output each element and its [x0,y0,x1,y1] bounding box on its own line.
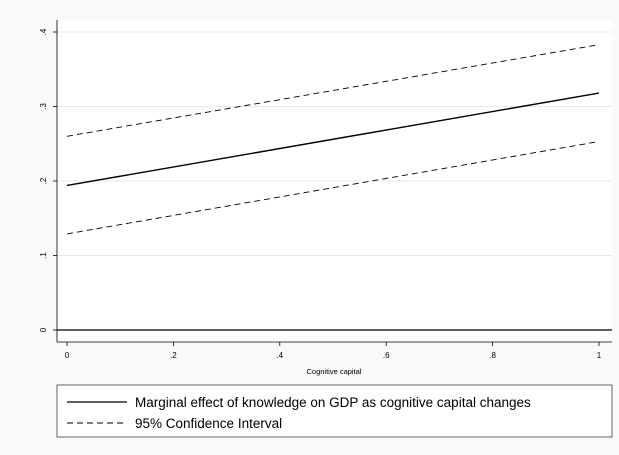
legend: Marginal effect of knowledge on GDP as c… [56,384,613,438]
series-marginal-effect [66,92,600,187]
x-axis-label: Cognitive capital [306,367,361,376]
y-axis-ticks: 0 .1 .2 .3 .4 [39,28,57,332]
x-tick-label-3: .6 [383,351,390,360]
legend-label-confidence-interval: 95% Confidence Interval [135,416,282,431]
x-tick-label-4: .8 [489,351,496,360]
y-tick-label-4: .4 [39,28,48,35]
y-tick-label-1: .1 [39,252,48,259]
x-tick-label-2: .4 [276,351,283,360]
x-tick-label-5: 1 [597,351,602,360]
y-tick-label-2: .2 [39,177,48,184]
y-tick-label-0: 0 [39,327,48,332]
x-axis-ticks: 0 .2 .4 .6 .8 1 [65,342,602,360]
series-lines [66,44,600,235]
y-tick-label-3: .3 [39,103,48,110]
legend-box [56,384,613,438]
x-tick-label-0: 0 [65,351,70,360]
legend-label-marginal-effect: Marginal effect of knowledge on GDP as c… [135,395,531,410]
x-tick-label-1: .2 [170,351,177,360]
